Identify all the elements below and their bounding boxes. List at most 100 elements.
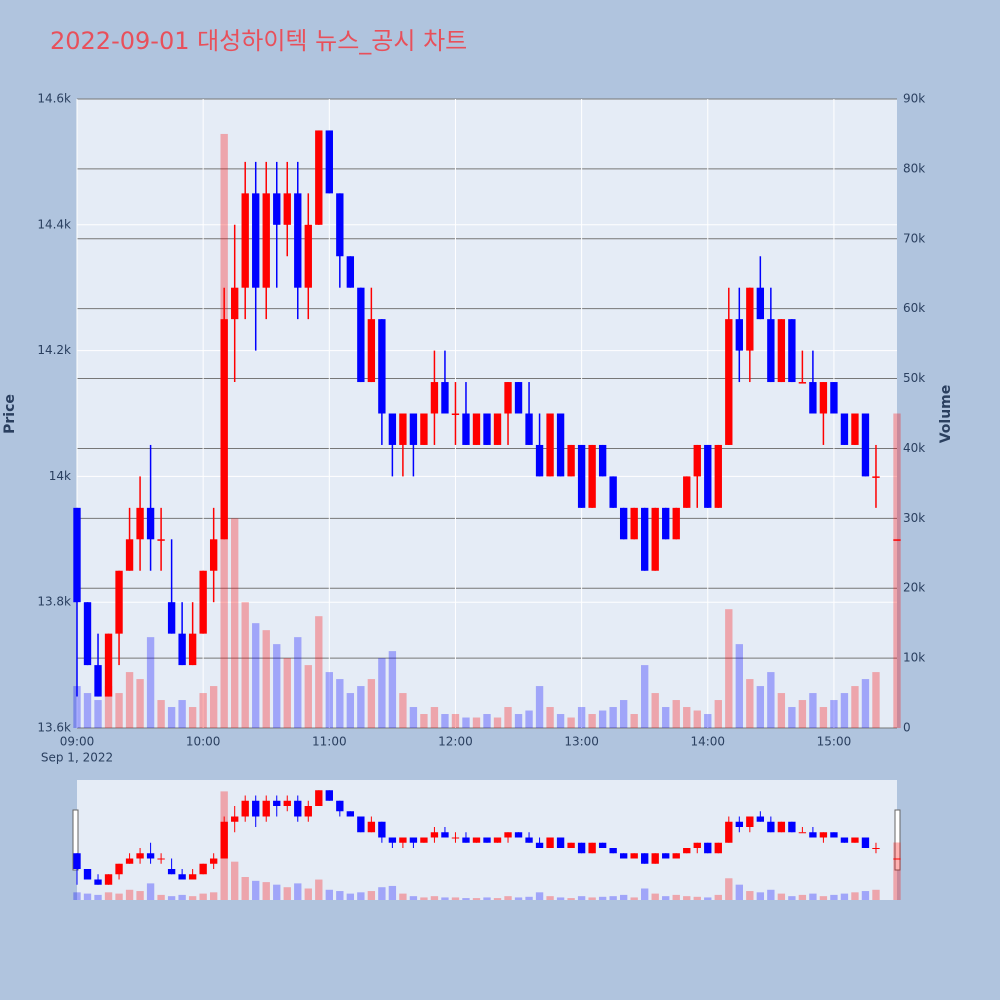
slider-volume-bar bbox=[567, 898, 575, 900]
volume-bar bbox=[567, 717, 575, 728]
slider-volume-bar bbox=[283, 887, 291, 900]
volume-bar bbox=[588, 714, 596, 728]
volume-bar bbox=[767, 672, 775, 728]
y2-tick-label: 30k bbox=[903, 511, 925, 525]
candle-body bbox=[409, 413, 418, 445]
slider-candle-body bbox=[840, 837, 849, 843]
slider-volume-bar bbox=[367, 891, 376, 900]
slider-volume-bar bbox=[199, 893, 207, 900]
y-tick-label: 14.4k bbox=[37, 217, 71, 231]
volume-bar bbox=[756, 686, 765, 728]
slider-candle-body bbox=[336, 800, 344, 812]
volume-bar bbox=[504, 707, 512, 728]
volume-bar bbox=[430, 707, 439, 728]
volume-bar bbox=[346, 693, 355, 728]
y2-tick-label: 0 bbox=[903, 721, 911, 735]
slider-volume-bar bbox=[714, 894, 722, 900]
slider-volume-bar bbox=[556, 897, 565, 900]
candle-body bbox=[588, 444, 596, 508]
slider-volume-bar bbox=[167, 896, 176, 900]
slider-volume-bar bbox=[546, 896, 554, 900]
slider-volume-bar bbox=[273, 884, 281, 900]
slider-volume-bar bbox=[861, 891, 870, 900]
slider-volume-bar bbox=[735, 884, 743, 900]
x-tick-label: 14:00 bbox=[690, 735, 725, 749]
candle-body bbox=[872, 476, 880, 478]
candle-body bbox=[167, 602, 176, 634]
candle-body bbox=[567, 444, 575, 477]
volume-bar bbox=[619, 700, 628, 728]
candle-body bbox=[840, 413, 849, 445]
candle-body bbox=[188, 633, 197, 666]
slider-candle-body bbox=[304, 806, 312, 817]
slider-candle-body bbox=[199, 863, 207, 875]
volume-bar bbox=[714, 700, 722, 728]
volume-bar bbox=[73, 686, 81, 728]
candle-body bbox=[125, 539, 134, 571]
slider-volume-bar bbox=[178, 894, 186, 900]
slider-volume-bar bbox=[788, 896, 796, 900]
candle-body bbox=[357, 287, 365, 383]
candle-body bbox=[315, 130, 323, 225]
candle-body bbox=[157, 539, 165, 541]
slider-candle-body bbox=[851, 837, 859, 843]
y-tick-label: 13.6k bbox=[37, 721, 71, 735]
range-handle-right[interactable] bbox=[894, 809, 901, 871]
slider-candle-body bbox=[514, 832, 523, 838]
range-handle-left[interactable] bbox=[72, 809, 79, 871]
slider-candle-body bbox=[619, 853, 628, 859]
slider-volume-bar bbox=[693, 896, 701, 900]
slider-candle-body bbox=[83, 869, 92, 880]
slider-volume-bar bbox=[683, 896, 691, 900]
x-tick-label: 11:00 bbox=[312, 735, 347, 749]
candle-body bbox=[672, 507, 680, 540]
x-tick-label: 12:00 bbox=[438, 735, 473, 749]
slider-candle-body bbox=[378, 821, 386, 838]
candle-body bbox=[483, 413, 491, 445]
slider-volume-bar bbox=[388, 885, 397, 900]
slider-candle-body bbox=[409, 837, 418, 843]
slider-candle-body bbox=[556, 837, 565, 848]
slider-candle-body bbox=[325, 790, 333, 801]
candle-body bbox=[378, 319, 386, 414]
y2-tick-label: 50k bbox=[903, 371, 925, 385]
candle-body bbox=[777, 319, 786, 383]
slider-volume-bar bbox=[872, 889, 880, 900]
y-axis-title: Price bbox=[2, 394, 18, 434]
slider-volume-bar bbox=[630, 897, 638, 900]
candle-body bbox=[714, 444, 722, 508]
slider-candle-body bbox=[725, 821, 733, 843]
candle-body bbox=[693, 444, 701, 477]
volume-bar bbox=[861, 679, 870, 728]
slider-volume-bar bbox=[252, 880, 260, 900]
volume-bar bbox=[83, 693, 92, 728]
y2-tick-label: 40k bbox=[903, 441, 925, 455]
candle-body bbox=[767, 319, 775, 383]
slider-candle-body bbox=[472, 837, 481, 843]
volume-bar bbox=[777, 693, 786, 728]
volume-bar bbox=[451, 714, 460, 728]
volume-bar bbox=[483, 714, 491, 728]
slider-candle-body bbox=[209, 858, 218, 864]
slider-candle-body bbox=[588, 842, 596, 854]
volume-bar bbox=[556, 714, 565, 728]
candle-body bbox=[493, 413, 502, 445]
volume-bar bbox=[178, 700, 186, 728]
candle-body bbox=[241, 193, 249, 288]
y-tick-label: 14.6k bbox=[37, 92, 71, 106]
candle-body bbox=[788, 319, 796, 383]
slider-candle-body bbox=[535, 842, 544, 848]
volume-bar bbox=[304, 665, 312, 728]
slider-candle-body bbox=[483, 837, 491, 843]
y-tick-label: 14.2k bbox=[37, 343, 71, 357]
slider-candle-body bbox=[830, 832, 838, 838]
slider-candle-body bbox=[388, 837, 397, 843]
slider-candle-body bbox=[756, 816, 765, 822]
slider-volume-bar bbox=[504, 896, 512, 900]
volume-bar bbox=[704, 714, 712, 728]
candle-body bbox=[735, 319, 743, 351]
candle-body bbox=[94, 665, 102, 697]
volume-bar bbox=[577, 707, 586, 728]
slider-volume-bar bbox=[809, 893, 817, 900]
